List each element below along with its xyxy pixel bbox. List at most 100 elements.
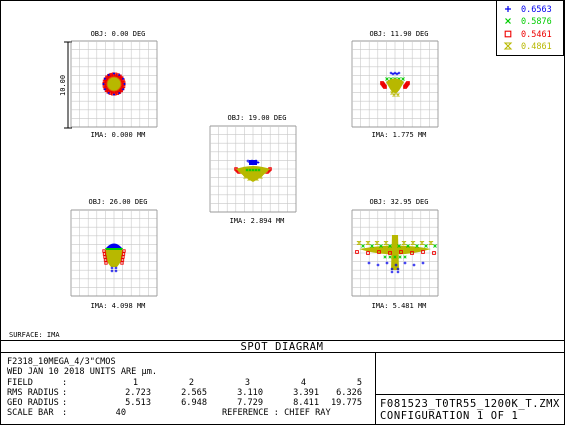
spot-core-yellow [386,78,404,93]
field-5-spots [355,235,437,274]
spot-core-yellow [236,166,270,182]
spot-marker-blue [246,159,250,163]
geo-value-1: 5.513 [125,398,151,408]
spot-marker-yellow [116,82,120,86]
spot-marker-blue [395,72,399,76]
spot-marker-blue [391,72,395,76]
spot-marker-yellow [428,241,434,245]
spot-marker-green [385,77,389,81]
lens-name: F2318_10MEGA_4/3"CMOS [7,357,116,367]
field-4-grid [70,209,158,297]
field-value-1: 1 [133,378,138,388]
field-5-ima-label: IMA: 5.481 MM [372,302,427,310]
spot-marker-yellow [108,82,112,86]
legend-marker-4 [503,42,513,50]
spot-marker-yellow [108,261,114,265]
spot-marker-blue [110,266,114,270]
date-units: WED JAN 10 2018 UNITS ARE µm. [7,367,157,377]
spot-marker-blue [121,77,125,80]
field-value-5: 5 [357,378,362,388]
spot-marker-red [377,250,381,254]
spot-marker-blue [393,71,397,75]
field-1-obj-label: OBJ: 0.00 DEG [91,30,146,38]
rms-row-label: RMS RADIUS [7,388,59,398]
spot-marker-yellow [392,241,398,245]
spot-marker-yellow [356,241,362,245]
file-name: F081523_T0TR55_1200K_T.ZMX [380,398,560,410]
spot-marker-yellow [365,241,371,245]
spot-marker-yellow [395,93,401,97]
spot-marker-blue [403,261,407,265]
spot-core-blue [106,243,122,248]
spot-marker-red [121,255,125,259]
spot-marker-green [383,255,387,259]
spot-marker-yellow [112,78,116,82]
field-row-label: FIELD [7,378,33,388]
spot-marker-yellow [410,241,416,245]
geo-row-colon: : [62,398,67,408]
geo-value-3: 7.729 [237,398,263,408]
spot-marker-green [388,255,392,259]
footer-info: F2318_10MEGA_4/3"CMOS WED JAN 10 2018 UN… [7,357,362,418]
spot-marker-green [245,168,249,172]
rms-value-5: 6.326 [336,388,362,398]
spot-marker-yellow [109,85,114,89]
surface-label: SURFACE: IMA [9,331,60,339]
spot-marker-red [104,261,108,265]
spot-marker-blue [390,270,394,274]
legend-label-4: 0.4861 [521,42,552,52]
scale-bar: 10.00 [59,41,72,129]
rms-value-3: 3.110 [237,388,263,398]
spot-marker-green [393,255,397,259]
spot-marker-blue [389,71,393,75]
spot-marker-green [398,255,402,259]
spot-marker-red [120,258,125,262]
spot-marker-yellow [109,79,114,83]
spot-marker-red [388,251,392,255]
spot-marker-yellow [389,91,395,95]
spot-marker-yellow [111,261,117,265]
spot-marker-red [399,250,403,254]
field-4-obj-label: OBJ: 26.00 DEG [88,198,147,206]
spot-marker-red [432,251,436,255]
geo-value-5: 19.775 [331,398,362,408]
spot-marker-blue [376,263,380,267]
field-2: OBJ: 11.90 DEG IMA: 1.775 MM [351,30,439,139]
spot-marker-red [366,251,370,255]
spot-marker-red [382,84,387,89]
legend-label-2: 0.5876 [521,17,552,27]
field-4: OBJ: 26.00 DEG IMA: 4.098 MM [70,198,158,310]
spot-marker-red [102,249,106,253]
field-2-obj-label: OBJ: 11.90 DEG [369,30,428,38]
field-value-4: 4 [301,378,306,388]
scale-bar-label: 10.00 [59,75,67,96]
spot-marker-red [403,85,407,89]
scale-bar-row-label: SCALE BAR [7,408,54,418]
spot-marker-blue [123,82,126,86]
spot-core-yellow [104,250,124,267]
spot-marker-red [103,255,107,259]
field-1-ima-label: IMA: 0.000 MM [91,131,146,139]
spot-marker-yellow [246,177,252,181]
legend-marker-2 [505,18,511,24]
field-1: OBJ: 0.00 DEG IMA: 0.000 MM [70,30,158,139]
scale-bar-value: 40 [116,408,126,418]
spot-marker-yellow [401,241,407,245]
spot-marker-red [403,84,408,89]
diagram-title: SPOT DIAGRAM [240,341,323,353]
spot-marker-green [433,244,437,248]
spot-marker-red [421,250,425,254]
field-value-3: 3 [245,378,250,388]
spot-marker-yellow [114,261,120,265]
spot-marker-blue [396,270,400,274]
field-value-2: 2 [189,378,194,388]
field-row-colon: : [62,378,67,388]
legend-label-1: 0.6563 [521,5,552,15]
spot-marker-blue [394,263,398,267]
spot-marker-green [397,244,401,248]
spot-marker-blue [367,261,371,265]
spot-marker-blue [118,91,121,95]
spot-marker-green [379,244,383,248]
field-3-obj-label: OBJ: 19.00 DEG [227,114,286,122]
